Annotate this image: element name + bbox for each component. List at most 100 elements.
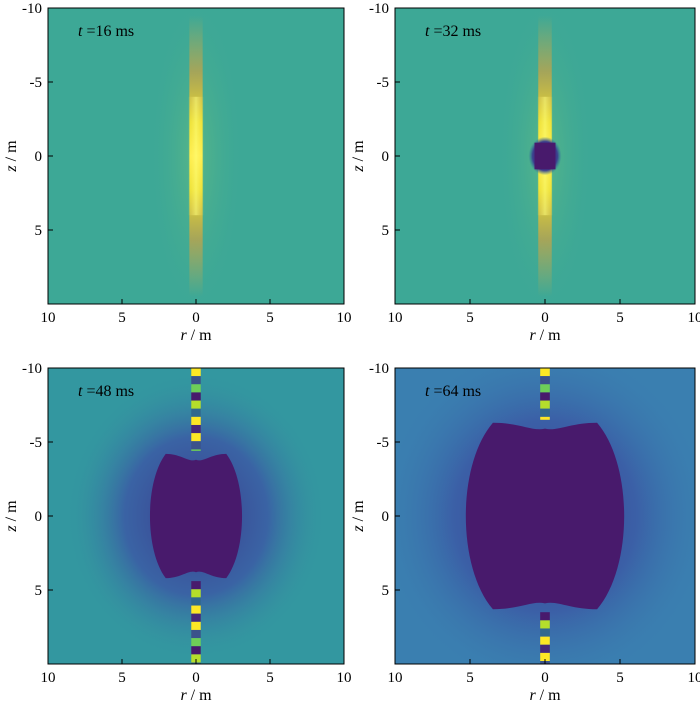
x-axis-label: r / m (529, 327, 561, 344)
jet-segment (191, 646, 201, 655)
jet-segment (540, 368, 550, 377)
y-tick-label: -10 (22, 1, 42, 17)
x-tick-label: 5 (466, 310, 474, 326)
jet-segment (191, 441, 201, 450)
central-cavity (465, 422, 625, 610)
jet-segment (191, 376, 201, 385)
jet-segment (191, 589, 201, 598)
y-axis-unit: / m (350, 140, 367, 165)
x-tick-label: 10 (41, 670, 56, 686)
time-value: =64 ms (429, 383, 481, 400)
x-axis-unit: / m (187, 327, 212, 344)
jet-segment (540, 416, 550, 420)
x-tick-label: 10 (388, 670, 403, 686)
y-axis-variable: z (350, 525, 367, 533)
panel-time-label: t =32 ms (425, 23, 481, 40)
x-axis-label: r / m (180, 327, 212, 344)
filament-core (187, 96, 205, 216)
jet-segment (191, 613, 201, 622)
x-axis-unit: / m (187, 687, 212, 704)
y-axis-unit: / m (350, 500, 367, 525)
y-tick-label: 5 (35, 583, 43, 599)
x-tick-label: 10 (388, 310, 403, 326)
jet-segment (191, 392, 201, 401)
y-axis-variable: z (350, 165, 367, 173)
time-value: =32 ms (429, 23, 481, 40)
jet-segment (191, 433, 201, 442)
x-tick-label: 0 (192, 310, 200, 326)
x-axis-label: r / m (180, 687, 212, 704)
x-tick-label: 5 (266, 670, 274, 686)
x-tick-label: 10 (337, 310, 352, 326)
x-axis-variable: r (529, 327, 536, 344)
x-axis-unit: / m (536, 687, 561, 704)
jet-segment (191, 416, 201, 425)
x-tick-label: 5 (616, 670, 624, 686)
y-axis-label: z / m (350, 500, 367, 533)
panel-time-label: t =16 ms (78, 23, 134, 40)
x-axis-variable: r (529, 687, 536, 704)
jet-segment (191, 621, 201, 630)
jet-segment (540, 636, 550, 645)
time-variable: t (425, 383, 430, 400)
central-cavity (149, 453, 243, 579)
jet-segment (191, 629, 201, 639)
jet-segment (191, 654, 201, 663)
jet-segment (191, 581, 201, 590)
x-tick-label: 0 (192, 670, 200, 686)
x-axis-variable: r (180, 687, 187, 704)
jet-segment (191, 424, 201, 434)
x-tick-label: 10 (337, 670, 352, 686)
jet-segment (191, 408, 201, 417)
jet-segment (540, 628, 550, 637)
plot-area (48, 368, 344, 664)
x-axis-unit: / m (536, 327, 561, 344)
y-axis-unit: / m (3, 140, 20, 165)
panel-time-label: t =48 ms (78, 383, 134, 400)
x-axis-label: r / m (529, 687, 561, 704)
x-tick-label: 5 (616, 310, 624, 326)
time-variable: t (78, 383, 83, 400)
y-axis-label: z / m (350, 140, 367, 173)
y-axis-variable: z (3, 525, 20, 533)
x-tick-label: 5 (118, 670, 126, 686)
x-tick-label: 0 (541, 670, 549, 686)
y-tick-label: 0 (35, 509, 43, 525)
y-axis-unit: / m (3, 500, 20, 525)
x-tick-label: 5 (118, 310, 126, 326)
jet-segment (191, 384, 201, 393)
jet-segment (191, 605, 201, 614)
time-variable: t (425, 23, 430, 40)
x-tick-label: 10 (688, 670, 700, 686)
jet-segment (191, 400, 201, 409)
x-tick-label: 10 (688, 310, 700, 326)
y-tick-label: -10 (22, 361, 42, 377)
y-tick-label: -5 (377, 435, 390, 451)
jet-segment (540, 644, 550, 653)
jet-segment (191, 638, 201, 647)
y-tick-label: 5 (382, 223, 390, 239)
x-tick-label: 0 (541, 310, 549, 326)
time-value: =16 ms (82, 23, 134, 40)
jet-segment (540, 620, 550, 629)
y-tick-label: -10 (369, 1, 389, 17)
y-tick-label: -5 (377, 75, 390, 91)
plot-area (48, 8, 344, 304)
void-core (534, 142, 556, 170)
y-tick-label: 0 (35, 149, 43, 165)
y-axis-variable: z (3, 165, 20, 173)
jet-segment (191, 368, 201, 377)
y-tick-label: -5 (30, 75, 43, 91)
jet-segment (540, 408, 550, 417)
x-axis-variable: r (180, 327, 187, 344)
y-tick-label: -10 (369, 361, 389, 377)
x-tick-label: 10 (41, 310, 56, 326)
y-tick-label: 0 (382, 149, 390, 165)
y-axis-label: z / m (3, 140, 20, 173)
x-tick-label: 5 (266, 310, 274, 326)
plot-area (395, 8, 695, 304)
